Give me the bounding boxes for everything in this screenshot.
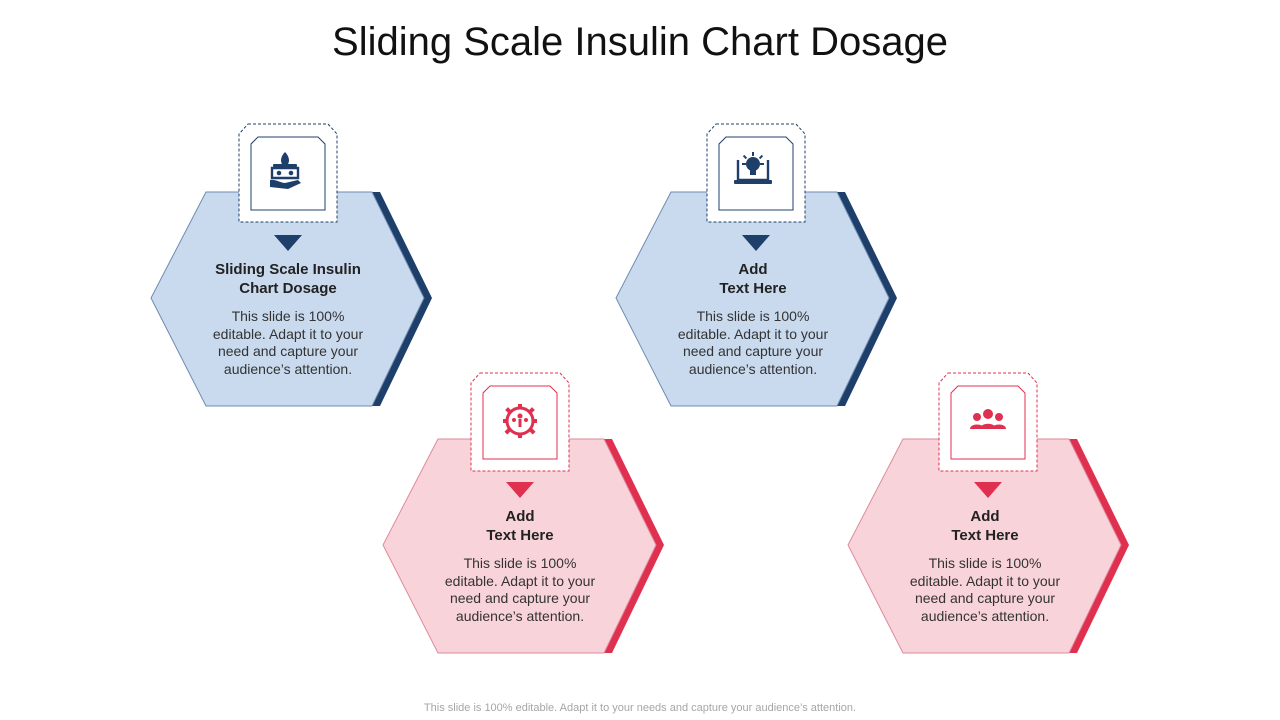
laptop-idea-icon [734,152,772,184]
card-body-text: This slide is 100% editable. Adapt it to… [677,308,829,377]
card-heading: Add Text Here [951,508,1019,544]
card-body-text: This slide is 100% editable. Adapt it to… [909,555,1061,624]
hexagon-shape [615,123,897,407]
people-group-icon [970,409,1006,429]
card-heading: Add Text Here [719,261,787,297]
hexagon-shape [382,372,664,654]
card-body-text: This slide is 100% editable. Adapt it to… [212,308,364,377]
slide-title: Sliding Scale Insulin Chart Dosage [332,20,948,64]
hexagon-shape [847,372,1129,654]
hexagon-card-2: Add Text Here This slide is 100% editabl… [613,118,903,408]
hexagon-card-4: Add Text Here This slide is 100% editabl… [845,365,1135,655]
hand-plant-icon [270,152,301,189]
card-body-text: This slide is 100% editable. Adapt it to… [444,555,596,624]
hexagon-shape [150,123,432,407]
gear-team-icon [503,404,537,438]
hexagon-card-1: Sliding Scale Insulin Chart Dosage This … [148,118,438,408]
hexagon-card-3: Add Text Here This slide is 100% editabl… [380,365,670,655]
card-heading: Add Text Here [486,508,554,544]
footer-note: This slide is 100% editable. Adapt it to… [423,702,857,714]
card-heading: Sliding Scale Insulin Chart Dosage [215,261,361,297]
